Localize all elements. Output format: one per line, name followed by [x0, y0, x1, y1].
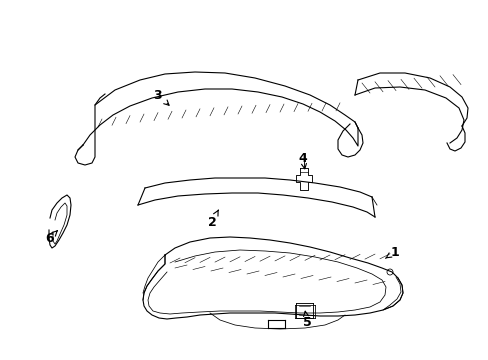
Text: 1: 1	[385, 246, 399, 258]
Text: 3: 3	[153, 89, 169, 105]
Text: 2: 2	[207, 210, 218, 229]
Text: 6: 6	[45, 231, 57, 244]
Text: 5: 5	[302, 311, 311, 328]
Text: 4: 4	[298, 152, 307, 169]
